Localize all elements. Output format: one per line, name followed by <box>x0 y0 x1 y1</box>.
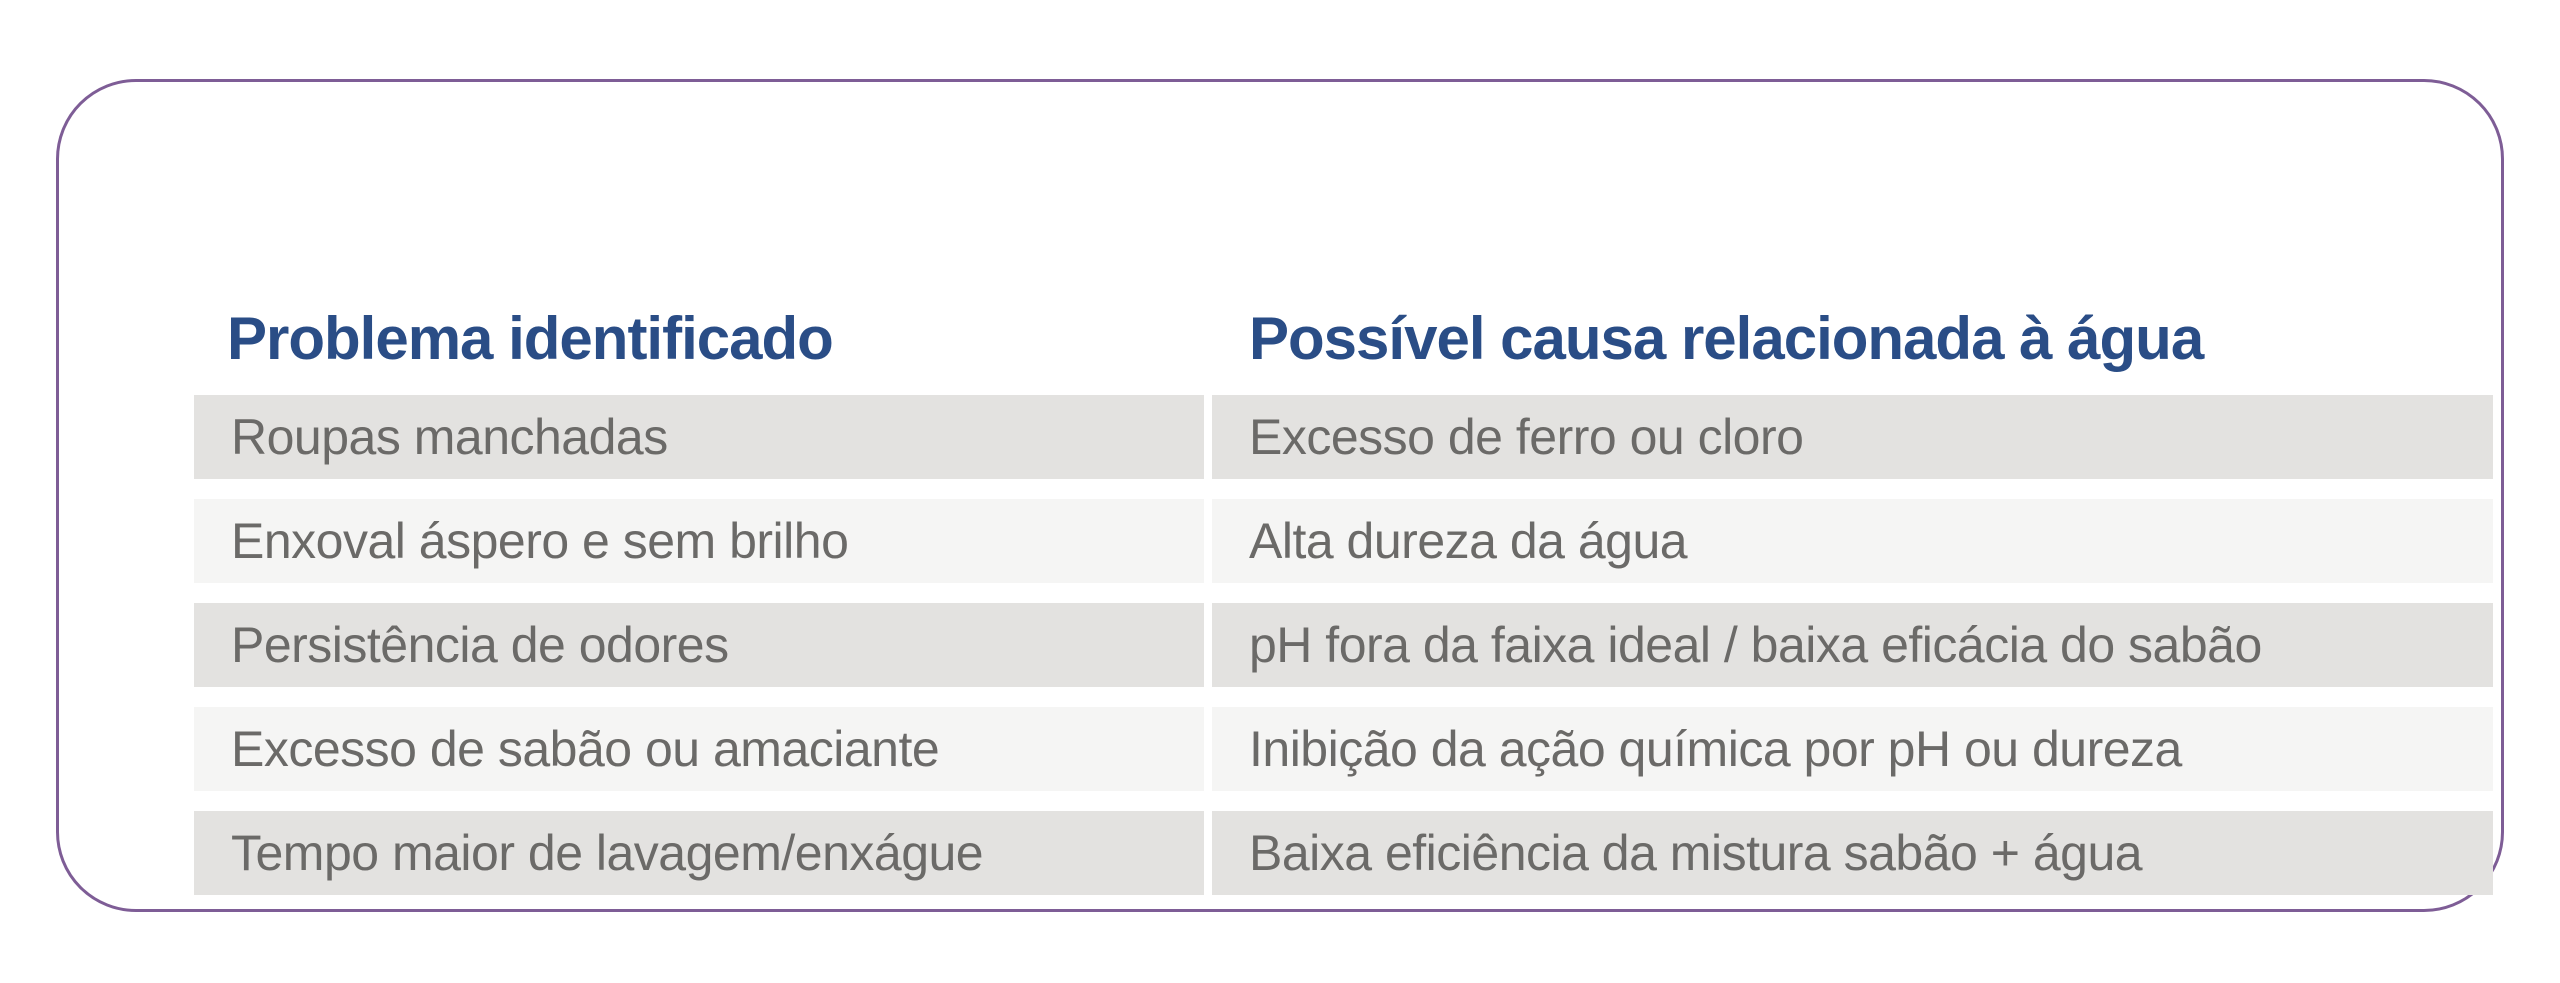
rounded-border-panel: Problema identificado Possível causa rel… <box>56 79 2504 912</box>
table-row: Roupas manchadas Excesso de ferro ou clo… <box>194 395 2493 479</box>
column-header-problem: Problema identificado <box>227 305 834 372</box>
cause-cell: Baixa eficiência da mistura sabão + água <box>1212 811 2493 895</box>
problem-cell: Tempo maior de lavagem/enxágue <box>194 811 1204 895</box>
cause-cell: Alta dureza da água <box>1212 499 2493 583</box>
problem-cell: Excesso de sabão ou amaciante <box>194 707 1204 791</box>
cause-cell: Inibição da ação química por pH ou durez… <box>1212 707 2493 791</box>
problem-cell: Persistência de odores <box>194 603 1204 687</box>
cause-cell: pH fora da faixa ideal / baixa eficácia … <box>1212 603 2493 687</box>
problems-causes-table: Problema identificado Possível causa rel… <box>194 300 2493 915</box>
table-row: Persistência de odores pH fora da faixa … <box>194 603 2493 687</box>
table-row: Enxoval áspero e sem brilho Alta dureza … <box>194 499 2493 583</box>
table-body: Roupas manchadas Excesso de ferro ou clo… <box>194 395 2493 895</box>
problem-cell: Enxoval áspero e sem brilho <box>194 499 1204 583</box>
problem-cell: Roupas manchadas <box>194 395 1204 479</box>
table-header-row: Problema identificado Possível causa rel… <box>194 300 2493 378</box>
table-row: Tempo maior de lavagem/enxágue Baixa efi… <box>194 811 2493 895</box>
cause-cell: Excesso de ferro ou cloro <box>1212 395 2493 479</box>
table-row: Excesso de sabão ou amaciante Inibição d… <box>194 707 2493 791</box>
column-header-cause: Possível causa relacionada à água <box>1249 305 2204 372</box>
